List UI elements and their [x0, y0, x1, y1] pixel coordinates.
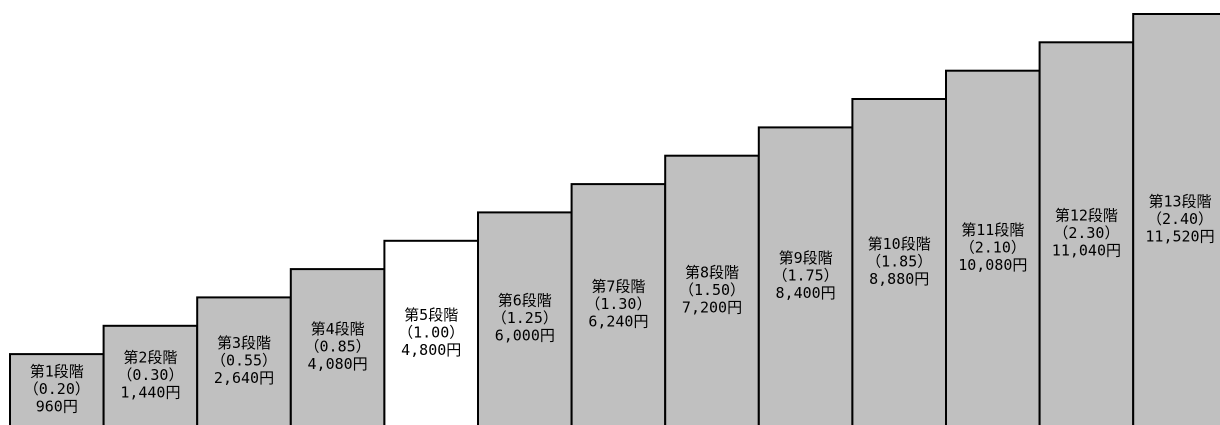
bar-category-label-7: 第7段階 [591, 278, 645, 296]
bar-ratio-label-9: （1.75） [773, 267, 839, 285]
bar-5 [383, 239, 479, 425]
bar-category-label-2: 第2段階 [123, 348, 177, 366]
bar-ratio-label-1: （0.20） [24, 380, 90, 398]
bar-amount-label-2: 1,440円 [120, 383, 180, 401]
bar-8 [664, 154, 760, 425]
bar-amount-label-9: 8,400円 [776, 284, 836, 302]
bar-amount-label-3: 2,640円 [214, 369, 274, 387]
bar-ratio-label-4: （0.85） [305, 338, 371, 356]
bar-13 [1132, 13, 1220, 425]
bar-10 [851, 98, 948, 425]
bar-ratio-label-10: （1.85） [866, 253, 932, 271]
bar-ratio-label-7: （1.30） [585, 295, 651, 313]
bar-4 [289, 268, 386, 425]
bars-group [9, 13, 1220, 425]
bar-7 [570, 183, 667, 425]
bar-ratio-label-5: （1.00） [398, 323, 464, 341]
bar-category-label-11: 第11段階 [961, 221, 1024, 239]
labels-group: 第1段階（0.20）960円 第2段階（0.30）1,440円 第3段階（0.55）… [24, 193, 1215, 416]
bar-category-label-4: 第4段階 [311, 320, 365, 338]
bar-amount-label-12: 11,040円 [1052, 242, 1121, 260]
bar-ratio-label-3: （0.55） [211, 352, 277, 370]
bar-6 [477, 211, 573, 425]
bar-ratio-label-13: （2.40） [1147, 210, 1213, 228]
bar-amount-label-13: 11,520円 [1145, 228, 1214, 246]
bar-amount-label-10: 8,880円 [869, 270, 929, 288]
bar-3 [196, 296, 292, 425]
bar-amount-label-6: 6,000円 [495, 327, 555, 345]
bar-ratio-label-11: （2.10） [960, 238, 1026, 256]
bar-ratio-label-12: （2.30） [1053, 224, 1119, 242]
bar-1 [9, 353, 105, 425]
bar-category-label-5: 第5段階 [404, 306, 458, 324]
bar-amount-label-5: 4,800円 [401, 341, 461, 359]
bar-ratio-label-6: （1.25） [492, 309, 558, 327]
bar-11 [945, 69, 1041, 425]
bar-amount-label-1: 960円 [36, 398, 78, 416]
bar-2 [102, 324, 199, 425]
bar-category-label-6: 第6段階 [498, 292, 552, 310]
bar-ratio-label-8: （1.50） [679, 281, 745, 299]
bar-category-label-12: 第12段階 [1055, 207, 1118, 225]
bar-ratio-label-2: （0.30） [117, 366, 183, 384]
bar-amount-label-11: 10,080円 [958, 256, 1027, 274]
bar-category-label-10: 第10段階 [868, 235, 931, 253]
bar-category-label-8: 第8段階 [685, 263, 739, 281]
bar-amount-label-4: 4,080円 [308, 355, 368, 373]
bar-amount-label-7: 6,240円 [588, 313, 648, 331]
bar-category-label-1: 第1段階 [30, 363, 84, 381]
bar-category-label-3: 第3段階 [217, 334, 271, 352]
bar-category-label-9: 第9段階 [779, 249, 833, 267]
bar-9 [757, 126, 854, 425]
bar-amount-label-8: 7,200円 [682, 298, 742, 316]
bar-category-label-13: 第13段階 [1148, 193, 1211, 211]
